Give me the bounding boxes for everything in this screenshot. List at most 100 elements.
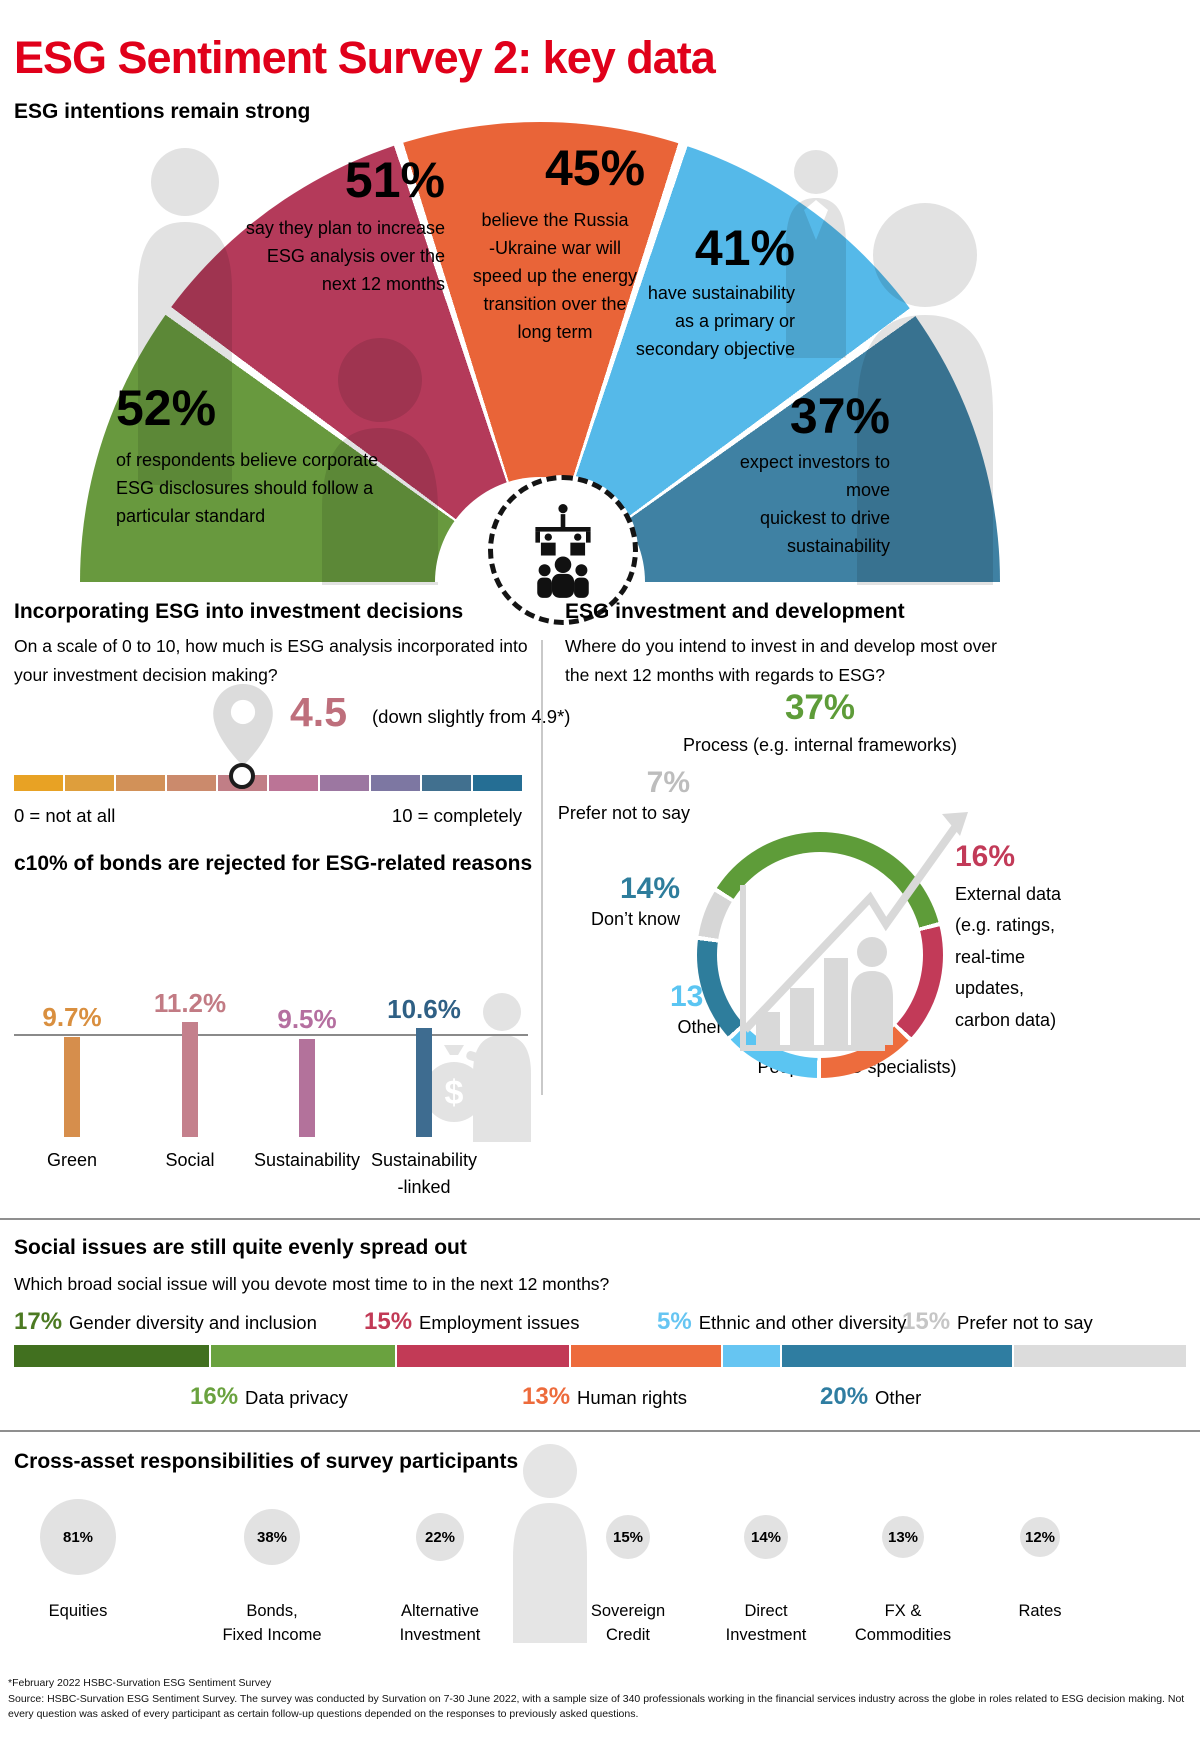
cross-bubble-alternative: 22% [416, 1513, 464, 1561]
social-label-employment: 15% Employment issues [364, 1308, 579, 1336]
donut-label-other-text: Other [677, 1016, 723, 1037]
cross-bubble-equities: 81% [40, 1499, 116, 1575]
fan-segment-45-value: 45% [510, 143, 680, 193]
social-label-human-rights: 13% Human rights [522, 1383, 687, 1411]
cross-label: Rates [1018, 1602, 1062, 1620]
social-label-text: Gender diversity and inclusion [69, 1312, 317, 1333]
invest-question: Where do you intend to invest in and dev… [565, 636, 997, 685]
donut-label-process: 37% Process (e.g. internal frameworks) [660, 690, 980, 758]
social-label-text: Other [875, 1387, 922, 1408]
scale-segment [320, 775, 369, 791]
social-pct: 15% [902, 1308, 951, 1335]
fan-segment-37-desc: expect investors to move quickest to dri… [739, 452, 890, 556]
bond-bar-value: 10.6% [387, 994, 461, 1024]
cross-label: Equities [48, 1602, 108, 1620]
fan-segment-37: 37% [760, 391, 890, 441]
social-label-text: Prefer not to say [957, 1312, 1093, 1333]
org-chart-people-icon [488, 475, 638, 625]
donut-label-prefer: 7% Prefer not to say [540, 766, 690, 826]
social-segment [14, 1345, 210, 1367]
social-label-text: Human rights [577, 1387, 688, 1408]
map-pin-icon [213, 684, 273, 766]
social-label-prefer: 15% Prefer not to say [902, 1308, 1093, 1336]
social-pct: 16% [190, 1383, 239, 1410]
bonds-reference-line [14, 1034, 528, 1036]
bonds-chart: $ 9.7% 11.2% 9.5% 10.6% Green Social Sus… [14, 900, 531, 1197]
cross-label: Alternative Investment [399, 1602, 481, 1644]
bond-bar-value: 9.5% [277, 1004, 337, 1034]
cross-label: Sovereign Credit [590, 1602, 666, 1644]
social-pct: 13% [522, 1383, 571, 1410]
social-pct: 20% [820, 1383, 869, 1410]
social-pct: 15% [364, 1308, 413, 1335]
scale-segment [65, 775, 114, 791]
scale-segment [422, 775, 471, 791]
cross-section-heading: Cross-asset responsibilities of survey p… [14, 1450, 519, 1473]
bond-bar-value: 11.2% [153, 988, 227, 1018]
scale-question: On a scale of 0 to 10, how much is ESG a… [14, 636, 528, 685]
social-pct: 5% [657, 1308, 692, 1335]
donut-value-external: 16% [955, 840, 1016, 873]
fan-segment-value: 51% [344, 152, 445, 208]
cross-bubble-rates: 12% [1020, 1517, 1060, 1557]
social-pct: 17% [14, 1308, 63, 1335]
scale-note: (down slightly from 4.9*) [372, 706, 571, 727]
donut-value-prefer: 7% [646, 766, 690, 799]
invest-section-heading: ESG investment and development [565, 600, 905, 623]
money-bag-person-icon: $ [424, 993, 531, 1142]
social-label-text: Employment issues [419, 1312, 580, 1333]
fan-segment-51: 51% say they plan to increase ESG analys… [215, 155, 445, 299]
scale-marker-ring [229, 763, 255, 789]
scale-segment [167, 775, 216, 791]
social-segment [782, 1345, 1012, 1367]
scale-value: 4.5 [290, 689, 347, 735]
scale-min-label: 0 = not at all [14, 805, 116, 826]
businessperson-silhouette-icon [786, 150, 846, 358]
social-segment [211, 1345, 396, 1367]
social-label-ethnic: 5% Ethnic and other diversity [657, 1308, 906, 1336]
page-title: ESG Sentiment Survey 2: key data [14, 32, 716, 83]
fan-chart: 52% of respondents believe corporate ESG… [80, 115, 1000, 630]
person-silhouette-icon [138, 148, 232, 485]
social-stacked-bar [14, 1345, 1187, 1367]
donut-label-prefer-text: Prefer not to say [557, 802, 690, 823]
social-segment [722, 1345, 781, 1367]
fan-segment-value: 37% [789, 388, 890, 444]
bonds-section-heading: c10% of bonds are rejected for ESG-relat… [14, 852, 533, 875]
social-label-privacy: 16% Data privacy [190, 1383, 348, 1411]
section-divider [0, 1430, 1200, 1432]
scale-bar [14, 775, 522, 791]
cross-bubble-fx: 13% [882, 1516, 924, 1558]
bond-bar-category: Social [165, 1150, 215, 1170]
fan-segment-value: 45% [544, 140, 646, 196]
scale-segment [473, 775, 522, 791]
donut-label-dont-know: 14% Don’t know [530, 872, 680, 932]
section-divider [0, 1218, 1200, 1220]
fan-segment-52: 52% of respondents believe corporate ESG… [116, 383, 378, 531]
cross-bubble-bonds: 38% [244, 1509, 300, 1565]
source-note: Source: HSBC-Survation ESG Sentiment Sur… [8, 1693, 1185, 1720]
fan-segment-45-desc: believe the Russia -Ukraine war will spe… [472, 210, 638, 342]
social-section-heading: Social issues are still quite evenly spr… [14, 1236, 467, 1259]
bond-bar-category: Green [46, 1150, 98, 1170]
bond-bar-category: Sustainability -linked [370, 1150, 478, 1197]
fan-section-heading: ESG intentions remain strong [14, 100, 311, 123]
cross-label: Bonds, Fixed Income [222, 1602, 322, 1644]
social-question: Which broad social issue will you devote… [14, 1274, 610, 1294]
scale-segment [14, 775, 63, 791]
cross-label: FX & Commodities [854, 1602, 952, 1644]
svg-text:$: $ [445, 1074, 464, 1112]
bond-bar-green [64, 1037, 80, 1137]
fan-segment-desc: of respondents believe corporate ESG dis… [116, 450, 379, 526]
donut-label-dont-know-text: Don’t know [590, 908, 680, 929]
person-silhouette-icon [857, 203, 993, 585]
cross-bubble-sovereign: 15% [606, 1515, 650, 1559]
person-silhouette-icon [322, 338, 438, 585]
donut-label-external: 16% External data (e.g. ratings, real-ti… [955, 840, 1145, 1036]
fan-segment-value: 52% [116, 380, 217, 436]
social-label-gender: 17% Gender diversity and inclusion [14, 1308, 317, 1336]
scale-segment [269, 775, 318, 791]
bond-bar-sustainability-linked [416, 1028, 432, 1137]
bond-bar-social [182, 1022, 198, 1137]
